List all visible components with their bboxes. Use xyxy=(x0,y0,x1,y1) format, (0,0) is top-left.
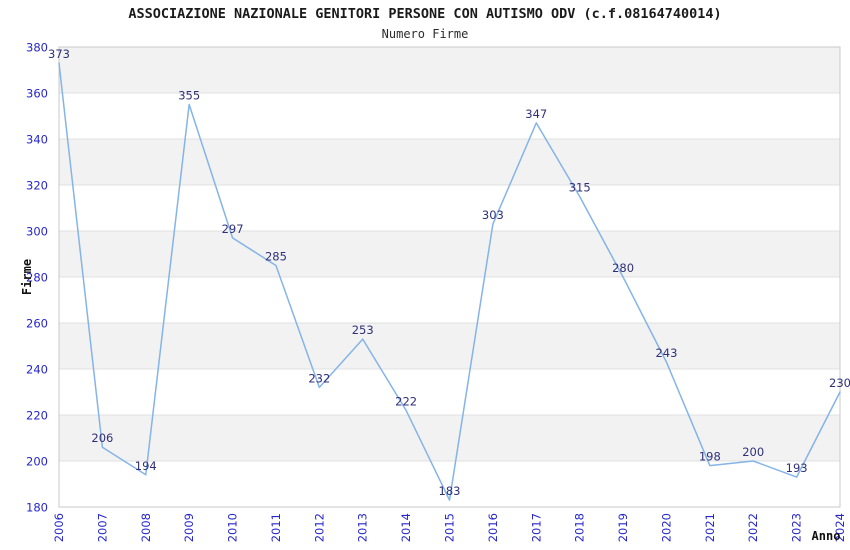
x-tick-label: 2018 xyxy=(573,513,587,542)
y-tick-label: 340 xyxy=(26,133,48,147)
x-tick-label: 2022 xyxy=(746,513,760,542)
y-axis-title: Firme xyxy=(20,258,34,296)
data-point-label: 355 xyxy=(178,89,200,103)
x-tick-label: 2014 xyxy=(399,513,413,542)
plot-band xyxy=(59,369,840,415)
y-tick-label: 360 xyxy=(26,87,48,101)
x-tick-label: 2024 xyxy=(833,513,847,542)
y-tick-label: 240 xyxy=(26,363,48,377)
x-tick-label: 2007 xyxy=(95,513,109,542)
x-tick-label: 2008 xyxy=(139,513,153,542)
x-tick-label: 2009 xyxy=(182,513,196,542)
chart-subtitle: Numero Firme xyxy=(381,27,469,41)
y-tick-label: 220 xyxy=(26,409,48,423)
x-tick-label: 2010 xyxy=(226,513,240,542)
data-point-label: 194 xyxy=(135,459,157,473)
x-tick-label: 2015 xyxy=(443,513,457,542)
data-point-label: 193 xyxy=(786,461,808,475)
data-point-label: 280 xyxy=(612,261,634,275)
x-tick-label: 2021 xyxy=(703,513,717,542)
y-tick-label: 180 xyxy=(26,501,48,515)
x-tick-label: 2020 xyxy=(659,513,673,542)
plot-band xyxy=(59,277,840,323)
y-tick-label: 300 xyxy=(26,225,48,239)
plot-band xyxy=(59,323,840,369)
plot-band xyxy=(59,47,840,93)
data-point-label: 285 xyxy=(265,250,287,264)
data-point-label: 198 xyxy=(699,450,721,464)
data-point-label: 200 xyxy=(742,445,764,459)
x-tick-label: 2019 xyxy=(616,513,630,542)
x-tick-label: 2011 xyxy=(269,513,283,542)
plot-band xyxy=(59,415,840,461)
data-point-label: 206 xyxy=(91,431,113,445)
data-point-label: 222 xyxy=(395,394,417,408)
chart-title: ASSOCIAZIONE NAZIONALE GENITORI PERSONE … xyxy=(128,6,722,22)
y-tick-label: 200 xyxy=(26,455,48,469)
data-point-label: 347 xyxy=(525,107,547,121)
data-point-label: 183 xyxy=(439,484,461,498)
series-line xyxy=(58,62,841,501)
data-point-label: 232 xyxy=(308,371,330,385)
x-tick-label: 2012 xyxy=(312,513,326,542)
y-tick-label: 380 xyxy=(26,41,48,55)
y-tick-label: 260 xyxy=(26,317,48,331)
x-tick-label: 2006 xyxy=(52,513,66,542)
x-tick-label: 2023 xyxy=(790,513,804,542)
data-point-label: 315 xyxy=(569,181,591,195)
x-tick-label: 2016 xyxy=(486,513,500,542)
plot-border xyxy=(58,46,841,508)
data-point-label: 297 xyxy=(222,222,244,236)
data-point-label: 303 xyxy=(482,208,504,222)
plot-band xyxy=(59,231,840,277)
data-point-label: 243 xyxy=(655,346,677,360)
y-tick-label: 320 xyxy=(26,179,48,193)
data-point-label: 253 xyxy=(352,323,374,337)
x-tick-label: 2017 xyxy=(529,513,543,542)
data-point-label: 373 xyxy=(48,47,70,61)
data-point-label: 230 xyxy=(829,376,850,390)
plot-band xyxy=(59,139,840,185)
x-tick-label: 2013 xyxy=(356,513,370,542)
plot-band xyxy=(59,93,840,139)
y-tick-label: 280 xyxy=(26,271,48,285)
plot-band xyxy=(59,185,840,231)
x-axis-title: Anno xyxy=(811,529,841,543)
